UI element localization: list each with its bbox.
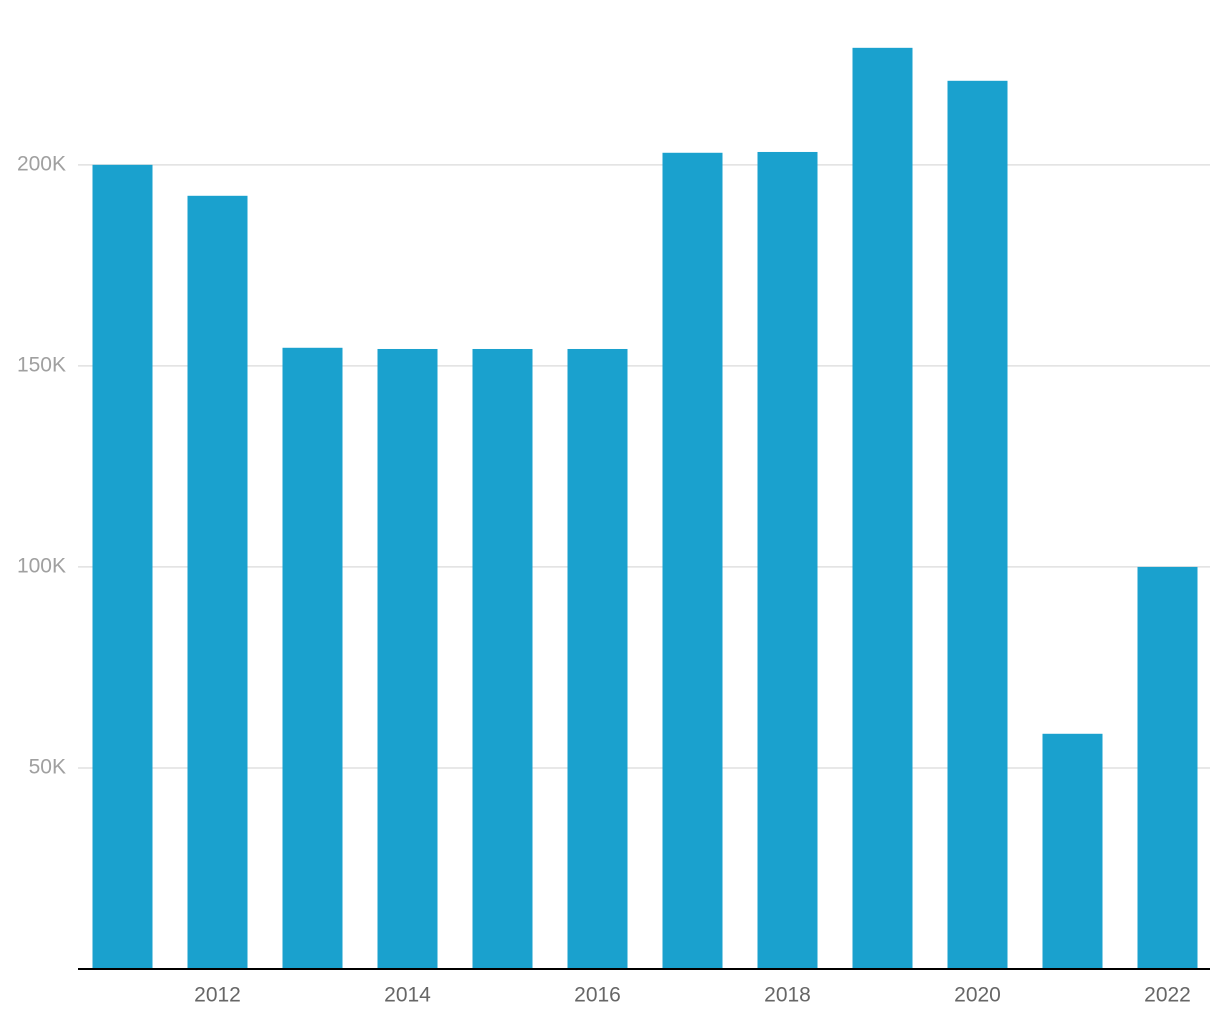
x-tick-label: 2020 <box>954 984 1001 1007</box>
y-tick-label: 200K <box>17 152 66 175</box>
bar <box>947 80 1008 970</box>
y-tick-label: 150K <box>17 353 66 376</box>
bar <box>567 348 628 969</box>
x-tick-label: 2018 <box>764 984 811 1007</box>
x-tick-label: 2016 <box>574 984 621 1007</box>
bar <box>282 347 343 969</box>
y-tick-label: 100K <box>17 554 66 577</box>
bar <box>757 151 818 969</box>
bar <box>1042 733 1103 969</box>
bar <box>852 47 913 969</box>
bar <box>472 348 533 969</box>
x-tick-label: 2012 <box>194 984 241 1007</box>
x-tick-label: 2022 <box>1144 984 1191 1007</box>
bar <box>1137 566 1198 969</box>
bar <box>92 164 153 970</box>
bar <box>377 348 438 969</box>
bar <box>187 195 248 969</box>
bar <box>662 152 723 970</box>
y-tick-label: 50K <box>29 756 66 779</box>
x-tick-label: 2014 <box>384 984 431 1007</box>
